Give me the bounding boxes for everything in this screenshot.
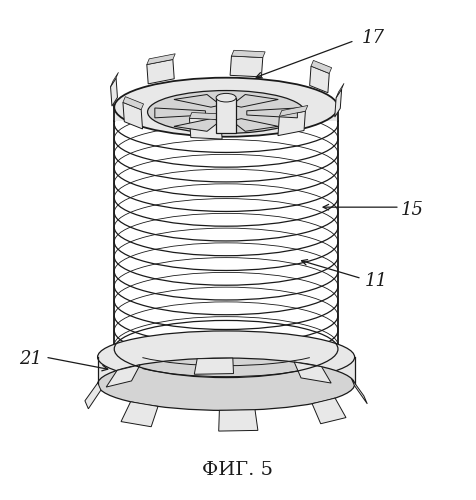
Polygon shape xyxy=(189,112,223,119)
Polygon shape xyxy=(279,106,308,117)
Polygon shape xyxy=(278,111,306,136)
Text: 11: 11 xyxy=(365,272,387,290)
Polygon shape xyxy=(110,72,119,87)
FancyBboxPatch shape xyxy=(216,98,236,134)
Ellipse shape xyxy=(148,90,305,134)
Polygon shape xyxy=(114,105,338,122)
Text: 17: 17 xyxy=(362,29,385,47)
Ellipse shape xyxy=(98,331,355,384)
Polygon shape xyxy=(85,383,101,409)
Polygon shape xyxy=(106,365,140,387)
Polygon shape xyxy=(336,84,344,98)
Polygon shape xyxy=(114,350,338,357)
Polygon shape xyxy=(247,108,298,118)
Polygon shape xyxy=(155,108,206,118)
Polygon shape xyxy=(232,94,278,107)
Polygon shape xyxy=(312,398,346,423)
Ellipse shape xyxy=(98,358,355,410)
Ellipse shape xyxy=(216,94,236,102)
Polygon shape xyxy=(311,60,332,74)
Polygon shape xyxy=(114,122,338,350)
Polygon shape xyxy=(232,118,278,132)
Polygon shape xyxy=(147,54,175,64)
Text: ФИГ. 5: ФИГ. 5 xyxy=(202,461,274,479)
Polygon shape xyxy=(110,78,118,106)
Polygon shape xyxy=(231,50,265,58)
Polygon shape xyxy=(174,118,220,132)
Polygon shape xyxy=(123,96,144,110)
Polygon shape xyxy=(230,56,263,77)
Ellipse shape xyxy=(114,78,338,136)
Polygon shape xyxy=(121,402,158,426)
Text: 21: 21 xyxy=(20,350,42,368)
Polygon shape xyxy=(194,358,234,374)
Polygon shape xyxy=(189,118,222,139)
Polygon shape xyxy=(294,362,331,383)
Polygon shape xyxy=(123,102,142,129)
Text: 15: 15 xyxy=(400,200,423,218)
Polygon shape xyxy=(147,60,174,84)
Polygon shape xyxy=(174,94,220,107)
Polygon shape xyxy=(310,66,329,92)
Polygon shape xyxy=(335,89,342,117)
Polygon shape xyxy=(98,357,355,384)
Polygon shape xyxy=(351,378,367,404)
Polygon shape xyxy=(218,410,258,431)
